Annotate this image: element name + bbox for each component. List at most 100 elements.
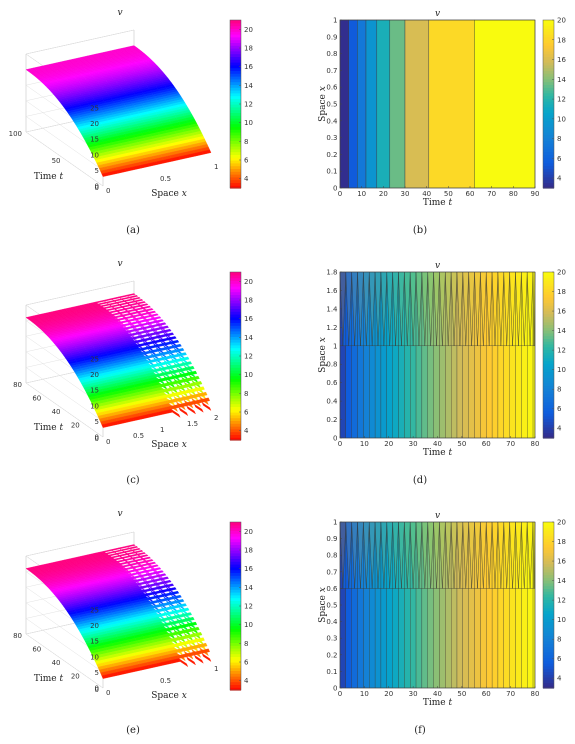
heatmap-cell	[515, 588, 522, 689]
colorbar-cell	[230, 39, 241, 43]
surface-patch	[179, 356, 190, 362]
colorbar-cell	[543, 555, 554, 559]
colorbar-cell	[543, 632, 554, 637]
colorbar-cell	[543, 357, 554, 362]
surface-patch	[172, 343, 182, 349]
colorbar-cell	[230, 544, 241, 548]
colorbar-cell	[230, 403, 241, 407]
colorbar-cell	[230, 687, 241, 691]
x-axis-label: Time t	[423, 698, 453, 708]
heatmap-cell	[445, 345, 452, 439]
colorbar-cell	[543, 338, 554, 342]
surface-patch	[195, 386, 205, 392]
heatmap-cell	[427, 345, 434, 439]
surface-patch	[120, 555, 131, 559]
colorbar-cell	[230, 642, 241, 646]
colorbar-tick-label: 8	[557, 386, 561, 394]
surface-patch	[123, 549, 134, 553]
colorbar-cell	[543, 643, 554, 648]
surface-patch	[133, 299, 144, 303]
colorbar-cell	[230, 330, 241, 335]
surface-patch	[149, 363, 159, 368]
surface-patch	[107, 302, 118, 306]
colorbar-cell	[230, 594, 241, 599]
x-tick-label: 1.5	[187, 420, 198, 428]
z-tick-label: 10	[90, 402, 99, 410]
colorbar-cell	[543, 67, 554, 71]
colorbar-cell	[543, 87, 554, 91]
colorbar-cell	[230, 620, 241, 624]
colorbar-cell	[543, 585, 554, 589]
colorbar-cell	[230, 566, 241, 571]
heatmap-cell	[380, 588, 387, 689]
colorbar-cell	[543, 624, 554, 628]
colorbar-cell	[230, 395, 241, 399]
box-edge	[25, 531, 135, 557]
colorbar-cell	[230, 614, 241, 618]
surface-patch	[182, 628, 192, 634]
colorbar-cell	[543, 272, 554, 276]
chart-title: v	[435, 261, 440, 271]
x-tick-label: 80	[531, 690, 540, 698]
z-tick-label: 15	[90, 638, 99, 646]
heatmap-cell	[491, 588, 499, 689]
heatmap-cell	[357, 345, 364, 439]
colorbar-cell	[230, 527, 241, 531]
surface-patch	[115, 551, 126, 555]
x-axis-label: Time t	[423, 198, 453, 208]
colorbar-cell	[543, 48, 554, 52]
surface-patch	[179, 607, 190, 613]
heatmap-cell	[351, 345, 358, 439]
colorbar-cell	[230, 185, 241, 189]
colorbar-cell	[543, 649, 554, 653]
surface-patch	[187, 370, 198, 376]
colorbar-tick-label: 12	[557, 347, 566, 355]
surface-patch	[172, 358, 182, 363]
colorbar-cell	[543, 574, 554, 578]
z-tick-label: 15	[90, 387, 99, 395]
colorbar-cell	[543, 629, 554, 634]
colorbar-cell	[543, 410, 554, 414]
heatmap-cell	[386, 588, 393, 689]
colorbar-cell	[543, 657, 554, 661]
colorbar-cell	[230, 650, 241, 655]
box-edge	[25, 280, 135, 306]
x-tick-label: 20	[384, 690, 393, 698]
colorbar-cell	[230, 386, 241, 391]
colorbar-cell	[230, 87, 241, 91]
colorbar-cell	[543, 393, 554, 398]
z-tick-label: 10	[90, 151, 99, 159]
y-tick-label: 0.8	[326, 361, 337, 369]
heatmap-cell	[404, 588, 411, 689]
colorbar-cell	[230, 92, 241, 97]
surface-patch	[201, 149, 212, 155]
surface-patch	[156, 377, 167, 383]
y-tick-label: 0.8	[326, 552, 337, 560]
surface-patch	[138, 322, 149, 327]
x-tick-label: 40	[422, 190, 431, 198]
colorbar-cell	[230, 140, 241, 144]
colorbar-cell	[543, 98, 554, 102]
colorbar-cell	[230, 524, 241, 529]
colorbar-cell	[230, 406, 241, 410]
colorbar-cell	[543, 621, 554, 625]
surface-patch	[143, 354, 154, 360]
x-tick-label: 60	[466, 190, 475, 198]
colorbar-cell	[543, 115, 554, 119]
y-tick-label: 1.8	[326, 269, 337, 277]
colorbar-cell	[543, 415, 554, 420]
colorbar-a: 4 6 8 10 12 14 16 18 20	[229, 19, 253, 189]
y-tick-label: 0.1	[326, 668, 337, 676]
colorbar-cell	[230, 530, 241, 534]
colorbar-cell	[230, 112, 241, 116]
heatmap-cell	[398, 345, 405, 439]
colorbar-cell	[230, 347, 241, 351]
surface-patch	[110, 312, 121, 316]
x-tick-label: 50	[457, 440, 466, 448]
colorbar-cell	[543, 39, 554, 43]
colorbar-cell	[543, 146, 554, 150]
colorbar-cell	[230, 662, 241, 666]
y-tick-label: 50	[52, 157, 61, 165]
surface-patch	[120, 547, 131, 551]
